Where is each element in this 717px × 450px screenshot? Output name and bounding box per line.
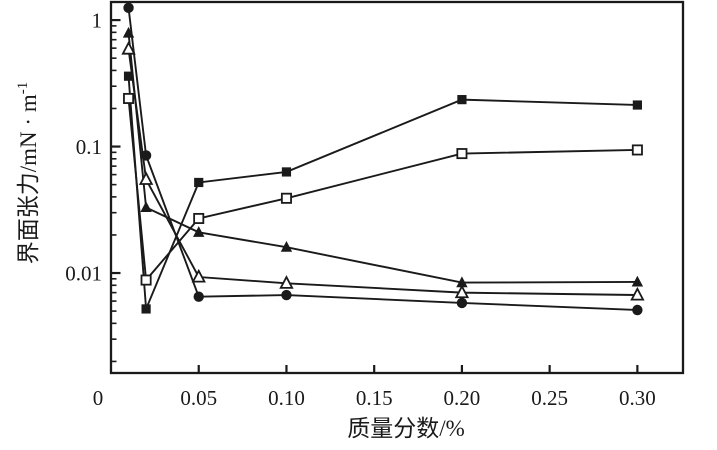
marker-filled-triangle-series <box>193 226 205 237</box>
marker-open-triangle-series <box>454 284 470 299</box>
marker-open-square-series <box>140 274 152 286</box>
marker-open-square-series <box>456 148 468 160</box>
x-axis-title: 质量分数/% <box>347 416 465 441</box>
marker-open-square-series <box>193 212 205 224</box>
marker-filled-square-series <box>194 177 204 188</box>
x-tick-label: 0.25 <box>531 386 568 410</box>
y-axis-title-superscript: -1 <box>15 82 31 95</box>
x-tick-label: 0.05 <box>180 386 217 410</box>
y-tick-label: 0.1 <box>76 135 102 159</box>
marker-filled-square-series <box>281 167 292 177</box>
x-tick-label: 0.30 <box>619 386 656 410</box>
x-tick-label: 0.15 <box>356 386 393 410</box>
x-tick-label: 0 <box>93 386 104 410</box>
marker-filled-circle-series <box>281 289 292 301</box>
y-axis-title: 界面张力/mN · m-1 <box>15 82 41 264</box>
y-tick-label: 0.01 <box>65 262 102 286</box>
series-line-filled-circle-series <box>127 7 638 311</box>
series-line-filled-square-series <box>127 76 638 310</box>
marker-filled-square-series <box>632 100 642 110</box>
series-line-open-triangle-series <box>127 48 638 296</box>
plot-border <box>109 0 685 375</box>
series-line-filled-triangle-series <box>127 32 638 284</box>
marker-filled-triangle-series <box>631 275 644 287</box>
x-tick-label: 0.10 <box>268 386 305 410</box>
series-line-open-square-series <box>127 98 638 283</box>
x-tick-label: 0.20 <box>444 386 481 410</box>
marker-filled-square-series <box>457 95 467 105</box>
plot-area: 1 0.1 0.01 0 0.05 0.10 0.15 0.20 0.25 0.30 <box>65 0 685 410</box>
marker-open-square-series <box>123 92 135 104</box>
marker-filled-triangle-series <box>140 201 152 213</box>
marker-open-triangle-series <box>279 275 294 289</box>
marker-filled-triangle-series <box>456 276 468 288</box>
marker-filled-circle-series <box>456 297 468 309</box>
marker-open-square-series <box>631 144 643 156</box>
marker-open-square-series <box>280 192 292 204</box>
marker-filled-triangle-series <box>280 241 293 252</box>
marker-open-triangle-series <box>121 40 136 55</box>
marker-filled-triangle-series <box>122 26 135 38</box>
marker-filled-circle-series <box>632 304 643 316</box>
marker-filled-circle-series <box>193 291 204 302</box>
marker-filled-circle-series <box>123 2 134 14</box>
marker-filled-square-series <box>141 304 151 314</box>
marker-open-triangle-series <box>630 286 645 301</box>
marker-open-triangle-series <box>138 171 154 185</box>
marker-filled-square-series <box>123 71 134 81</box>
marker-filled-circle-series <box>140 150 152 161</box>
marker-open-triangle-series <box>191 268 206 283</box>
y-tick-label: 1 <box>92 9 103 33</box>
